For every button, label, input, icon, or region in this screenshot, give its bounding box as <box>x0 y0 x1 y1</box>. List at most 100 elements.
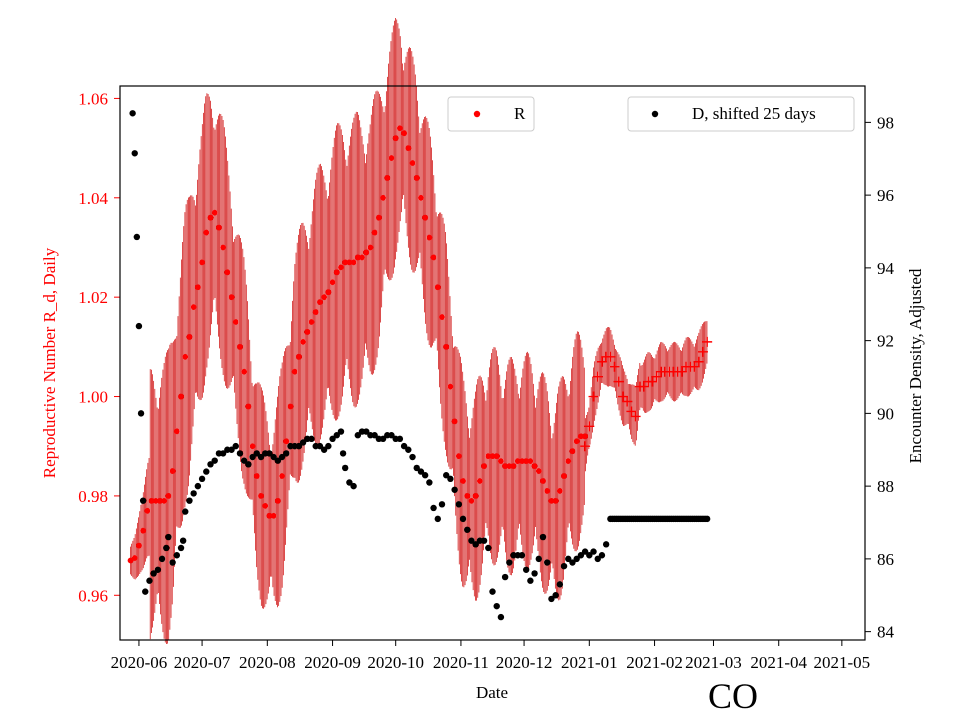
r-point <box>502 463 509 469</box>
d-point <box>169 559 176 566</box>
d-point <box>198 475 206 483</box>
d-point <box>468 537 475 544</box>
r-point <box>367 244 374 251</box>
r-point <box>375 214 382 221</box>
r-point <box>228 294 235 301</box>
left-tick-label: 1.02 <box>78 288 108 307</box>
r-point <box>535 468 542 474</box>
x-tick-label: 2020-09 <box>304 653 361 672</box>
d-point <box>430 504 437 512</box>
d-point <box>527 577 534 584</box>
x-tick-label: 2020-06 <box>111 653 168 672</box>
r-point <box>363 249 370 256</box>
r-point <box>287 403 294 410</box>
d-point <box>531 570 538 577</box>
d-point <box>232 442 239 450</box>
r-point <box>476 478 483 484</box>
r-point <box>506 463 513 469</box>
d-point <box>295 442 303 450</box>
r-point <box>401 130 408 137</box>
r-point <box>582 433 588 440</box>
d-point <box>388 432 395 439</box>
r-point <box>186 334 193 340</box>
r-point <box>317 299 323 306</box>
right-tick-label: 98 <box>877 113 894 132</box>
right-tick-label: 94 <box>877 259 895 278</box>
r-plus-point <box>697 346 708 357</box>
r-point <box>342 259 349 266</box>
d-point <box>135 322 143 330</box>
d-point <box>421 472 429 479</box>
r-point <box>312 309 319 315</box>
r-plus-point <box>622 396 633 407</box>
d-point <box>602 541 610 548</box>
d-point <box>581 548 589 555</box>
r-point <box>321 294 328 301</box>
right-tick-label: 84 <box>877 623 895 642</box>
r-point <box>136 542 142 549</box>
d-point <box>329 435 336 443</box>
r-point <box>514 458 521 465</box>
d-point <box>337 428 345 435</box>
d-point <box>438 501 446 508</box>
x-tick-label: 2020-10 <box>367 653 424 672</box>
r-point <box>573 438 580 445</box>
r-point <box>485 453 492 460</box>
d-point <box>142 588 149 595</box>
r-point <box>460 478 466 484</box>
r-point <box>211 209 218 216</box>
r-point <box>216 224 222 231</box>
d-point <box>346 479 353 486</box>
r-point <box>388 155 395 161</box>
r-point <box>468 497 475 504</box>
r-point <box>426 234 433 241</box>
r-point <box>540 478 546 484</box>
d-point <box>371 432 378 439</box>
left-tick-label: 1.00 <box>78 388 108 407</box>
r-point <box>548 497 555 504</box>
d-point <box>182 508 189 515</box>
d-point <box>333 432 340 439</box>
right-tick-label: 88 <box>877 477 894 496</box>
d-point <box>194 482 202 490</box>
r-point <box>237 343 243 350</box>
d-point <box>339 450 347 457</box>
r-point <box>258 493 264 499</box>
r-plus-point <box>651 371 662 382</box>
axes: 2020-06 2020-07 2020-08 2020-09 2020-10 2020-… <box>78 89 894 672</box>
d-point <box>426 479 433 486</box>
legend-r: R <box>447 96 535 132</box>
d-point <box>565 555 572 563</box>
d-point <box>228 446 235 453</box>
r-plus-point <box>676 366 687 377</box>
right-axis-label: Encounter Density, Adjusted <box>906 268 925 463</box>
r-point <box>472 493 479 499</box>
d-point <box>179 537 187 544</box>
d-point <box>594 555 601 563</box>
d-point <box>396 435 404 443</box>
legend-d: D, shifted 25 days <box>627 96 855 132</box>
r-plus-point <box>580 441 591 452</box>
legend-r-label: R <box>514 104 526 123</box>
r-point <box>561 473 567 479</box>
r-point <box>165 493 172 499</box>
d-point <box>489 588 496 595</box>
state-label: CO <box>708 676 758 716</box>
d-point <box>299 439 307 446</box>
r-point <box>270 512 277 519</box>
d-point <box>480 537 488 544</box>
d-point <box>350 482 357 490</box>
d-point <box>207 461 214 468</box>
d-point <box>455 501 463 508</box>
d-point <box>211 457 218 464</box>
r-point <box>552 497 559 504</box>
r-point <box>371 229 378 236</box>
r-point <box>392 135 399 142</box>
r-point <box>481 463 487 469</box>
r-point <box>498 458 504 465</box>
d-point <box>236 450 244 457</box>
d-point <box>552 592 559 599</box>
r-point <box>489 453 496 460</box>
r-series <box>127 125 713 564</box>
